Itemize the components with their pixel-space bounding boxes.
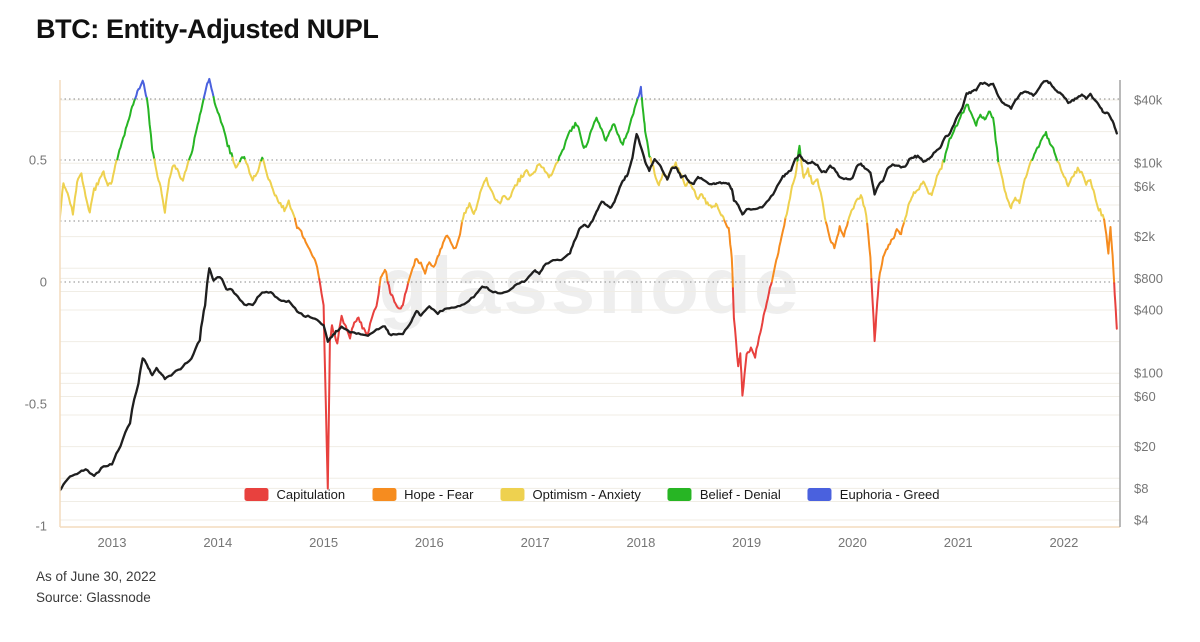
page-title: BTC: Entity-Adjusted NUPL xyxy=(36,14,379,44)
chart-legend: Capitulation Hope - Fear Optimism - Anxiet… xyxy=(244,487,940,502)
legend-label: Optimism - Anxiety xyxy=(532,487,641,502)
nupl-line-segment xyxy=(244,159,263,182)
legend-item-belief-denial: Belief - Denial xyxy=(667,487,781,502)
nupl-line-segment xyxy=(378,268,389,287)
x-axis-tick: 2016 xyxy=(415,535,444,550)
gridlines xyxy=(60,98,1120,521)
right-axis-tick: $400 xyxy=(1134,303,1163,318)
nupl-line-segment xyxy=(997,158,1034,210)
right-axis-tick: $8 xyxy=(1134,481,1148,496)
nupl-line-segment xyxy=(231,156,241,169)
nupl-line-segment xyxy=(870,278,880,343)
nupl-line-segment xyxy=(239,155,247,163)
nupl-line-segment xyxy=(116,97,137,161)
right-axis-tick: $40k xyxy=(1134,93,1163,108)
nupl-line-segment xyxy=(461,159,560,223)
nupl-line-segment xyxy=(723,219,734,290)
legend-item-capitulation: Capitulation xyxy=(244,487,345,502)
chart-footer: As of June 30, 2022 Source: Glassnode xyxy=(36,566,156,608)
nupl-line-segment xyxy=(1103,218,1116,285)
left-axis-tick: -0.5 xyxy=(25,397,47,412)
nupl-line-segment xyxy=(1056,160,1106,221)
nupl-line-segment xyxy=(1113,282,1118,330)
tick-labels: 0.5 0 -0.5 -1 $40k $10k $6k $2k $800 $400 $100 $60 $… xyxy=(25,93,1163,551)
legend-label: Capitulation xyxy=(276,487,346,502)
as-of-date: As of June 30, 2022 xyxy=(36,569,157,584)
x-axis-tick: 2019 xyxy=(732,535,761,550)
legend-label: Euphoria - Greed xyxy=(839,487,940,502)
nupl-line-segment xyxy=(262,159,296,220)
x-axis-tick: 2022 xyxy=(1049,535,1078,550)
x-axis-tick: 2015 xyxy=(309,535,338,550)
nupl-line-segment xyxy=(825,219,850,250)
nupl-line-segment xyxy=(134,79,148,100)
x-axis-tick: 2018 xyxy=(626,535,655,550)
right-axis-tick: $4 xyxy=(1134,513,1148,528)
nupl-line-segment xyxy=(877,220,906,282)
nupl-line-segment xyxy=(771,216,787,283)
nupl-line-segment xyxy=(386,281,410,310)
nupl-line-segment xyxy=(943,103,1000,164)
nupl-line-segment xyxy=(407,220,464,284)
left-axis-tick: 0 xyxy=(40,275,47,290)
glassnode-watermark: glassnode xyxy=(378,241,802,330)
x-axis-tick: 2017 xyxy=(521,535,550,550)
left-axis-tick: 0.5 xyxy=(29,153,47,168)
right-axis-tick: $60 xyxy=(1134,389,1156,404)
nupl-line-segment xyxy=(640,97,652,159)
legend-swatch xyxy=(807,488,832,501)
right-axis-tick: $800 xyxy=(1134,271,1163,286)
legend-label: Belief - Denial xyxy=(699,487,781,502)
right-axis-tick: $10k xyxy=(1134,156,1163,171)
nupl-line-segment xyxy=(212,96,234,159)
x-axis-tick: 2020 xyxy=(838,535,867,550)
nupl-line-segment xyxy=(903,160,946,223)
nupl-line-segment xyxy=(202,77,215,99)
left-axis-tick: -1 xyxy=(35,519,47,534)
right-axis-tick: $20 xyxy=(1134,439,1156,454)
x-axis-tick: 2013 xyxy=(98,535,127,550)
right-axis-tick: $100 xyxy=(1134,366,1163,381)
nupl-line-segment xyxy=(557,97,639,162)
right-axis-tick: $6k xyxy=(1134,179,1155,194)
nupl-line-segment xyxy=(188,97,205,161)
nupl-line-segment xyxy=(1031,131,1059,163)
right-axis-tick: $2k xyxy=(1134,229,1155,244)
nupl-line-segment xyxy=(800,157,827,224)
nupl-line-segment xyxy=(294,217,321,281)
legend-label: Hope - Fear xyxy=(404,487,474,502)
nupl-line-segment xyxy=(847,194,869,225)
nupl-line-segment xyxy=(866,222,873,280)
legend-item-euphoria-greed: Euphoria - Greed xyxy=(807,487,940,502)
btc-price-line xyxy=(60,79,1118,493)
legend-swatch xyxy=(500,488,525,501)
nupl-line-segment xyxy=(153,158,191,214)
legend-item-hope-fear: Hope - Fear xyxy=(372,487,474,502)
legend-swatch xyxy=(244,488,269,501)
nupl-line-segment xyxy=(784,159,799,219)
x-axis-tick: 2021 xyxy=(944,535,973,550)
x-axis-tick: 2014 xyxy=(203,535,232,550)
nupl-line-segment xyxy=(731,280,773,397)
source-label: Source: Glassnode xyxy=(36,590,151,605)
legend-swatch xyxy=(667,488,692,501)
legend-item-optimism-anxiety: Optimism - Anxiety xyxy=(500,487,641,502)
series xyxy=(60,77,1118,493)
nupl-line-segment xyxy=(60,158,119,226)
axes xyxy=(59,80,1121,528)
nupl-line-segment xyxy=(145,97,156,161)
legend-swatch xyxy=(372,488,397,501)
nupl-line-segment xyxy=(636,85,643,100)
